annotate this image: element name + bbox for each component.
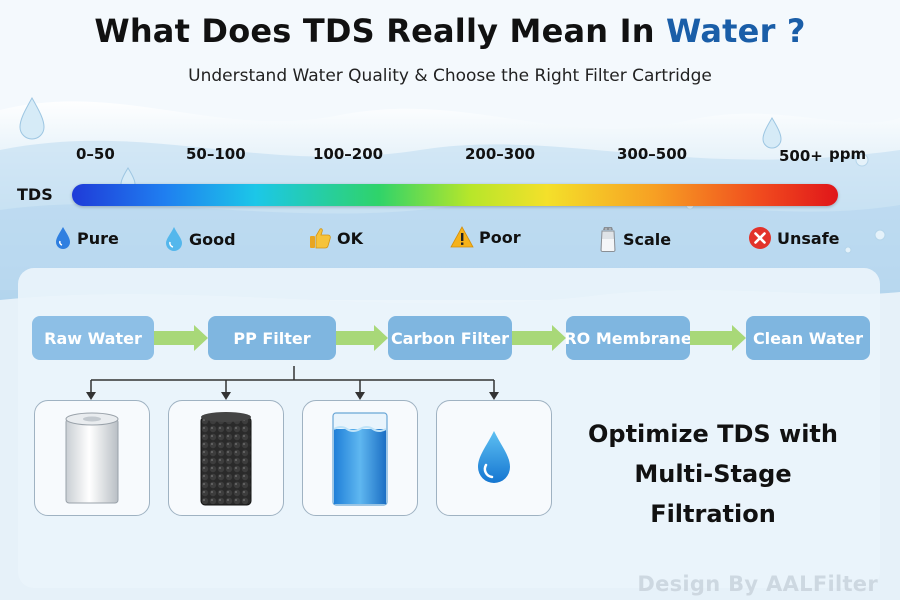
tds-level-label: Pure bbox=[77, 228, 119, 248]
stage-clean-water: Clean Water bbox=[746, 316, 870, 360]
flow-arrow-icon bbox=[512, 325, 566, 351]
tds-level-label: Poor bbox=[479, 227, 521, 247]
tagline-line1: Optimize TDS with bbox=[587, 420, 838, 448]
sediment-cartridge-card bbox=[34, 400, 150, 516]
tds-range-label: 300–500 bbox=[617, 145, 688, 163]
carbon-cartridge-card bbox=[168, 400, 284, 516]
tds-level-scale: Scale bbox=[598, 226, 671, 252]
page-title: What Does TDS Really Mean In Water ? bbox=[0, 12, 900, 50]
tds-level-label: Unsafe bbox=[777, 228, 840, 248]
tds-level-good: Good bbox=[164, 226, 236, 252]
water-drop-icon bbox=[762, 117, 782, 149]
flow-arrow-icon bbox=[336, 325, 388, 351]
salt-shaker-icon bbox=[600, 227, 616, 252]
tds-color-scale bbox=[72, 184, 838, 206]
clean-water-card bbox=[436, 400, 552, 516]
stage-pp-filter: PP Filter bbox=[208, 316, 336, 360]
tds-unit-label: ppm bbox=[829, 145, 867, 163]
water-drop-icon bbox=[19, 96, 45, 140]
ro-membrane-cartridge-card bbox=[302, 400, 418, 516]
tagline-line2: Multi-Stage Filtration bbox=[634, 460, 792, 528]
cartridge-connector bbox=[86, 366, 499, 400]
tds-range-label: 100–200 bbox=[313, 145, 384, 163]
tagline: Optimize TDS with Multi-Stage Filtration bbox=[568, 414, 858, 534]
flow-arrow-icon bbox=[690, 325, 746, 351]
tds-range-label: 50–100 bbox=[186, 145, 246, 163]
title-accent: Water ? bbox=[666, 12, 806, 50]
stage-ro-membrane: RO Membrane bbox=[564, 316, 692, 360]
stage-carbon-filter: Carbon Filter bbox=[388, 316, 512, 360]
watermark: Design By AALFilter bbox=[637, 572, 878, 596]
sediment-cartridge-icon bbox=[65, 412, 119, 504]
x-circle-icon bbox=[749, 227, 771, 249]
water-drop-icon bbox=[166, 227, 182, 251]
tds-range-label: 200–300 bbox=[465, 145, 536, 163]
stage-raw-water: Raw Water bbox=[32, 316, 154, 360]
carbon-cartridge-icon bbox=[200, 412, 252, 506]
thumbs-up-icon bbox=[310, 228, 331, 249]
tds-level-unsafe: Unsafe bbox=[748, 226, 840, 250]
tds-level-label: Good bbox=[189, 229, 236, 249]
tds-level-ok: OK bbox=[308, 226, 363, 250]
flow-arrow-icon bbox=[154, 325, 208, 351]
clean-water-drop-icon bbox=[478, 431, 510, 483]
ro-membrane-cartridge-icon bbox=[332, 412, 388, 506]
tds-range-label: 500+ bbox=[779, 147, 823, 165]
tds-level-pure: Pure bbox=[54, 226, 119, 250]
tds-level-label: Scale bbox=[623, 229, 672, 249]
page-subtitle: Understand Water Quality & Choose the Ri… bbox=[188, 66, 712, 86]
warning-icon bbox=[450, 226, 474, 248]
tds-axis-label: TDS bbox=[17, 185, 53, 204]
title-main: What Does TDS Really Mean In bbox=[94, 12, 655, 50]
water-drop-icon bbox=[56, 227, 70, 249]
tds-level-poor: Poor bbox=[450, 226, 521, 248]
tds-range-label: 0–50 bbox=[76, 145, 115, 163]
tds-level-label: OK bbox=[337, 228, 363, 248]
